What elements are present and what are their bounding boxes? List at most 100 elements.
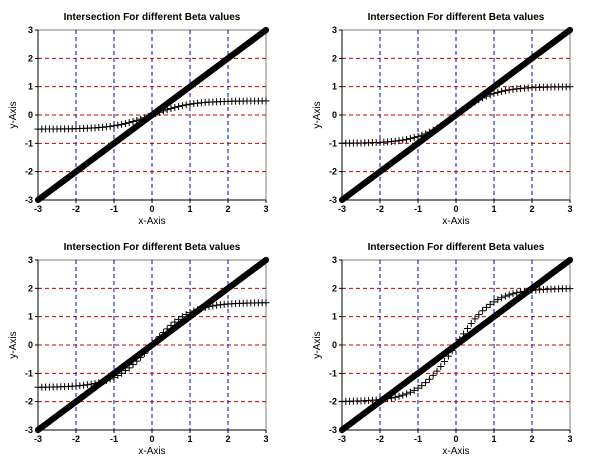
data-point [182,101,190,109]
data-point [422,379,430,387]
chart-panel-2: -3 -2 -1 0 1 2 3 -3 -2 -1 0 1 2 3 Intersection For dif… [312,12,574,227]
data-point [114,121,122,129]
x-tick-label: 1 [491,434,496,444]
data-point [110,373,118,381]
data-point [437,122,445,130]
data-point [395,392,403,400]
data-point [475,96,483,104]
data-point [429,126,437,134]
series-1 [34,26,270,204]
x-tick-label: -2 [72,434,80,444]
data-point [399,391,407,399]
chart-title: Intersection For different Beta values [368,12,545,23]
data-point [406,135,414,143]
data-point [387,394,395,402]
data-point [505,86,513,94]
data-point [418,382,426,390]
y-tick-label: 3 [332,255,337,265]
x-tick-label: 0 [453,434,458,444]
data-point [498,294,506,302]
x-tick-label: -1 [414,204,422,214]
data-point [520,287,528,295]
data-point [517,288,525,296]
data-point [482,303,490,311]
y-tick-label: 0 [28,340,33,350]
data-point [456,108,464,116]
x-tick-label: 2 [225,434,230,444]
y-tick-label: 1 [332,312,337,322]
data-point [262,97,270,105]
y-tick-label: -3 [329,425,337,435]
data-point [118,120,126,128]
chart-panel-1: -3 -2 -1 0 1 2 3 -3 -2 -1 0 1 2 3 Intersection For dif… [8,12,270,227]
y-tick-label: 0 [28,110,33,120]
data-point [486,91,494,99]
data-point [566,26,574,34]
data-point [406,388,414,396]
data-point [486,300,494,308]
x-axis-label: x-Axis [138,446,165,457]
data-point [494,88,502,96]
x-tick-label: 0 [149,434,154,444]
data-point [201,303,209,311]
x-tick-label: -1 [110,204,118,214]
data-point [452,341,460,349]
data-point [144,345,152,353]
data-point [566,285,574,293]
data-point [479,307,487,315]
y-axis-label: y-Axis [8,331,19,358]
data-point [391,393,399,401]
data-point [205,303,213,311]
data-point [422,130,430,138]
data-point [163,325,171,333]
y-tick-label: -3 [25,425,33,435]
data-point [163,106,171,114]
data-point [121,367,129,375]
y-tick-label: -2 [329,167,337,177]
data-point [106,375,114,383]
data-point [444,117,452,125]
data-point [175,315,183,323]
y-tick-label: 1 [28,82,33,92]
data-point [167,321,175,329]
y-tick-label: -1 [25,138,33,148]
data-point [490,298,498,306]
data-point [471,98,479,106]
y-tick-label: 2 [332,53,337,63]
data-point [87,380,95,388]
data-point [471,315,479,323]
data-point [410,134,418,142]
data-point [380,395,388,403]
data-point [178,102,186,110]
x-tick-label: 1 [491,204,496,214]
data-point [433,124,441,132]
data-point [463,103,471,111]
data-point [425,375,433,383]
data-point [140,114,148,122]
data-point [414,384,422,392]
data-point [452,111,460,119]
data-point [395,137,403,145]
data-point [441,358,449,366]
data-point [118,369,126,377]
y-axis-label: y-Axis [312,331,323,358]
data-point [156,333,164,341]
data-point [209,302,217,310]
y-tick-label: -3 [25,195,33,205]
data-point [399,136,407,144]
data-point [152,337,160,345]
data-point [501,87,509,95]
data-point [262,256,270,264]
data-point [129,118,137,126]
y-tick-label: -3 [329,195,337,205]
x-tick-label: 2 [529,434,534,444]
y-tick-label: 0 [332,340,337,350]
data-point [171,103,179,111]
x-tick-label: -2 [72,204,80,214]
data-point [133,116,141,124]
data-point [509,290,517,298]
x-tick-label: 0 [149,204,154,214]
data-point [501,292,509,300]
data-point [444,352,452,360]
